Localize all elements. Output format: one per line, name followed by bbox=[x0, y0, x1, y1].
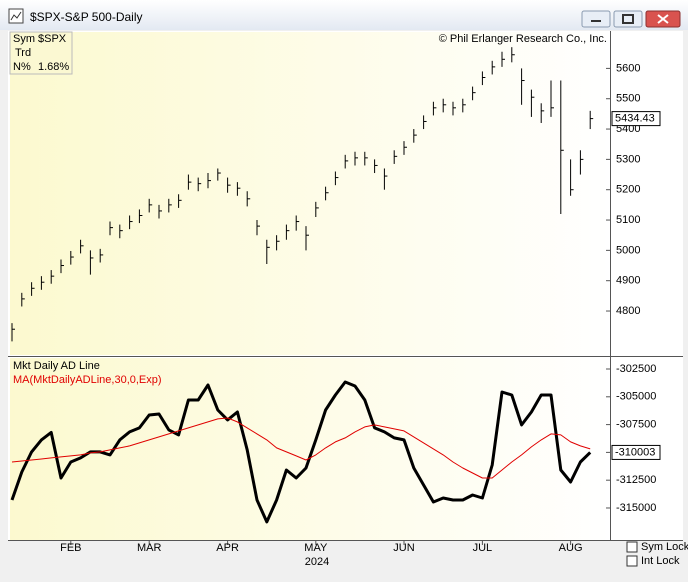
last-value-box bbox=[611, 111, 661, 127]
y-tick-label: -312500 bbox=[616, 474, 656, 486]
app-icon-glyph bbox=[10, 11, 22, 21]
y-tick-label: 5600 bbox=[616, 62, 640, 74]
y-tick-label: 4800 bbox=[616, 305, 640, 317]
info-key: N% bbox=[13, 61, 31, 73]
y-tick-label: 5100 bbox=[616, 214, 640, 226]
legend-entry: MA(MktDailyADLine,30,0,Exp) bbox=[13, 374, 162, 386]
close-glyph bbox=[657, 14, 669, 24]
x-tick-label: AUG bbox=[559, 542, 583, 554]
minimize-button[interactable] bbox=[581, 10, 611, 28]
x-tick-label: FEB bbox=[60, 542, 81, 554]
x-tick-label: JUN bbox=[393, 542, 414, 554]
series-line bbox=[11, 417, 591, 479]
x-tick-label: JUL bbox=[473, 542, 493, 554]
info-key: Sym bbox=[13, 33, 35, 45]
y-tick-label: 5200 bbox=[616, 184, 640, 196]
y-tick-label: 5300 bbox=[616, 153, 640, 165]
y-tick-label: 5000 bbox=[616, 244, 640, 256]
checkbox[interactable] bbox=[626, 555, 638, 567]
title-bar bbox=[0, 0, 688, 30]
checkbox[interactable] bbox=[626, 541, 638, 553]
last-value-label: -310003 bbox=[615, 446, 655, 458]
y-tick-label: 5500 bbox=[616, 93, 640, 105]
last-value-box bbox=[611, 444, 661, 460]
series-line bbox=[10, 380, 592, 524]
info-key: Trd bbox=[15, 47, 31, 59]
y-tick-label: 4900 bbox=[616, 275, 640, 287]
info-background bbox=[9, 31, 73, 75]
x-tick-label: MAR bbox=[137, 542, 162, 554]
legend-entry: Mkt Daily AD Line bbox=[13, 360, 100, 372]
y-tick-label: -307500 bbox=[616, 419, 656, 431]
y-tick-label: -305000 bbox=[616, 391, 656, 403]
price-pane bbox=[10, 32, 610, 355]
x-tick-label: APR bbox=[216, 542, 239, 554]
maximize-button[interactable] bbox=[613, 10, 643, 28]
checkbox-label[interactable]: Sym Lock bbox=[641, 541, 688, 553]
window-title: $SPX-S&P 500-Daily bbox=[30, 10, 143, 24]
y-tick-label: -315000 bbox=[616, 502, 656, 514]
info-box: Sym $SPX Trd N% 1.68% bbox=[9, 31, 73, 75]
ad-pane bbox=[10, 358, 610, 540]
info-value: 1.68% bbox=[38, 61, 69, 73]
x-axis-year: 2024 bbox=[305, 556, 329, 568]
maximize-glyph bbox=[622, 14, 634, 24]
checkbox-label[interactable]: Int Lock bbox=[641, 555, 680, 567]
app-icon bbox=[8, 8, 24, 24]
x-tick-label: MAY bbox=[304, 542, 328, 554]
y-tick-label: -302500 bbox=[616, 363, 656, 375]
copyright: © Phil Erlanger Research Co., Inc. bbox=[439, 33, 607, 45]
last-value-label: 5434.43 bbox=[615, 113, 655, 125]
info-value: $SPX bbox=[38, 33, 67, 45]
